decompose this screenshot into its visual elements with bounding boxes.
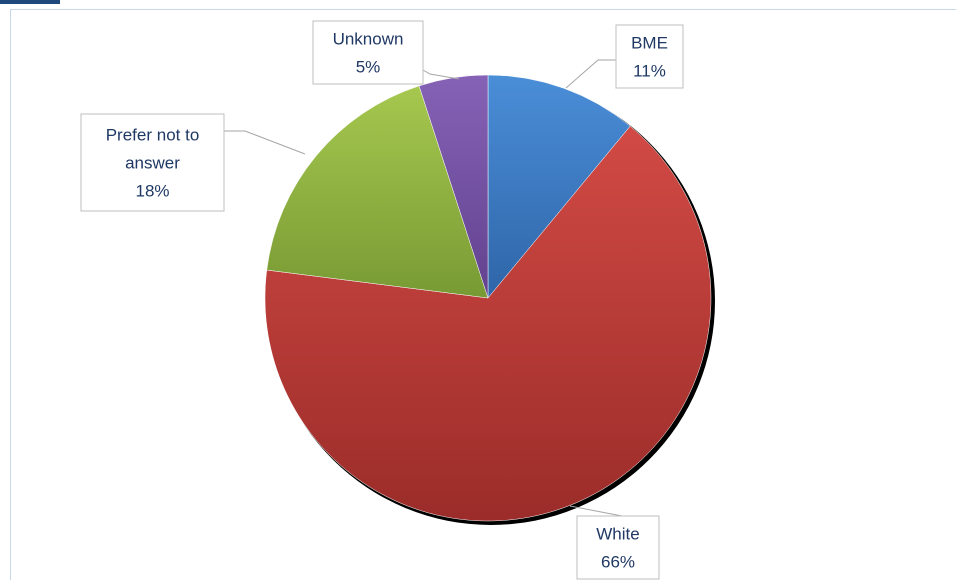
data-label-box: [312, 20, 424, 85]
data-label-prefer-not-to-answer: Prefer not to answer 18%: [80, 113, 225, 212]
pie-slice-white: [264, 125, 712, 522]
pie-slice-prefer-not-to-answer: [266, 85, 489, 299]
data-label-name: Unknown: [333, 30, 404, 49]
data-label-value: 11%: [633, 62, 666, 81]
data-label-white: White 66%: [576, 515, 660, 580]
data-label-box: [615, 24, 684, 89]
data-label-value: 5%: [356, 58, 381, 77]
leader-line-prefer-not-to-answer: [224, 130, 306, 155]
data-label-box: [80, 113, 225, 212]
data-label-name: BME: [631, 34, 668, 53]
data-label-name: answer: [125, 154, 180, 173]
data-label-value: 66%: [601, 553, 635, 572]
data-label-name: White: [596, 525, 639, 544]
leader-line-white: [569, 505, 623, 517]
data-label-bme: BME 11%: [615, 24, 684, 89]
data-label-box: [576, 515, 660, 580]
data-label-unknown: Unknown 5%: [312, 20, 424, 85]
data-label-name: Prefer not to: [106, 126, 200, 145]
top-accent-bar: [0, 0, 60, 4]
leader-line-bme: [565, 59, 616, 89]
chart-area: [10, 9, 956, 580]
pie-slice-bme: [487, 74, 631, 299]
data-label-value: 18%: [135, 182, 169, 201]
leader-line-unknown: [422, 69, 460, 80]
